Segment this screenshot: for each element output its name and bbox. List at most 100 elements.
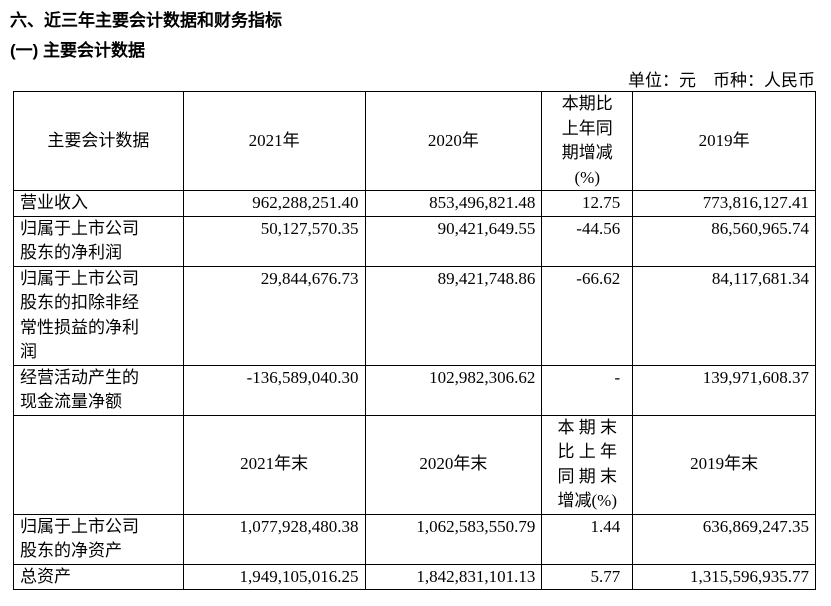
table-row: 2021年末 2020年末 本 期 末比 上 年同 期 末增减(%) 2019年末: [13, 414, 816, 515]
table-cell: 1.44: [541, 513, 634, 565]
cell-text: 现金流量净额: [20, 392, 122, 411]
cell-text: 29,844,676.73: [260, 268, 359, 288]
table-cell: 2019年: [632, 91, 816, 191]
cell-text: 归属于上市公司: [20, 516, 139, 536]
cell-text: 1,077,928,480.38: [239, 516, 359, 536]
table-cell: 5.77: [541, 563, 634, 590]
table-cell: -136,589,040.30: [182, 364, 366, 416]
table-cell: 归属于上市公司 股东的扣除非经 常性损益的净利润: [13, 265, 184, 366]
cell-text: 2019年末: [690, 454, 759, 474]
cell-text: 上年同: [561, 118, 613, 138]
cell-text: 经营活动产生的: [20, 367, 139, 387]
table-cell: 本 期 末比 上 年同 期 末增减(%): [541, 414, 634, 515]
table-cell: 主要会计数据: [13, 91, 184, 191]
table-cell: 1,949,105,016.25: [182, 563, 366, 590]
table-cell: 50,127,570.35: [182, 215, 366, 267]
table-cell: 本期比上年同期增减 (%): [541, 91, 634, 191]
table-cell: 总资产: [13, 563, 184, 590]
table-cell: 102,982,306.62: [364, 364, 543, 416]
cell-text: 1,842,831,101.13: [416, 566, 536, 586]
table-cell: 2021年: [182, 91, 366, 191]
cell-text: 比 上 年: [557, 442, 618, 461]
table-row: 主要会计数据 2021年 2020年 本期比上年同期增减 (%) 2019年: [13, 91, 816, 191]
cell-text: 636,869,247.35: [702, 516, 809, 536]
table-row: 归属于上市公司 股东的净利润 50,127,570.35 90,421,649.55 -…: [13, 215, 816, 267]
cell-text: 2021年: [248, 130, 300, 150]
unit-note: 单位：元 币种：人民币: [628, 71, 815, 90]
cell-text: 股东的净资产: [20, 541, 122, 560]
cell-text: 主要会计数据: [47, 130, 150, 150]
table-cell: 12.75: [541, 190, 634, 217]
cell-text: 50,127,570.35: [260, 218, 359, 238]
cell-text: 营业收入: [20, 193, 88, 212]
table-cell: 1,077,928,480.38: [182, 513, 366, 565]
data-table: 主要会计数据 2021年 2020年 本期比上年同期增减 (%) 2019年营业收入 962…: [13, 91, 816, 590]
cell-text: 853,496,821.48: [429, 193, 536, 212]
table-cell: 139,971,608.37: [632, 364, 816, 416]
cell-text: 773,816,127.41: [702, 193, 809, 212]
cell-text: 股东的净利润: [20, 243, 122, 262]
cell-text: 本期比: [561, 94, 613, 113]
table-cell: 84,117,681.34: [632, 265, 816, 366]
table-cell: -44.56: [541, 215, 634, 267]
table-cell: 853,496,821.48: [364, 190, 543, 217]
table-cell: 89,421,748.86: [364, 265, 543, 366]
table-row: 营业收入 962,288,251.40 853,496,821.48 12.75 773…: [13, 190, 816, 217]
table-cell: 1,842,831,101.13: [364, 563, 543, 590]
table-row: 经营活动产生的 现金流量净额 -136,589,040.30 102,982,306.…: [13, 364, 816, 416]
cell-text: 归属于上市公司: [20, 268, 139, 288]
cell-text: 2021年末: [240, 454, 309, 474]
cell-text: 增减(%): [557, 491, 617, 510]
table-cell: -66.62: [541, 265, 634, 366]
cell-text: 本 期 末: [557, 417, 618, 437]
cell-text: 962,288,251.40: [252, 193, 359, 212]
cell-text: 2019年: [698, 130, 750, 150]
subsection-title: (一) 主要会计数据: [10, 41, 146, 60]
cell-text: 归属于上市公司: [20, 218, 139, 238]
cell-text: 89,421,748.86: [437, 268, 536, 288]
cell-text: 同 期 末: [557, 466, 618, 486]
cell-text: 12.75: [581, 193, 621, 212]
cell-text: 1.44: [590, 516, 621, 536]
table-cell: 1,062,583,550.79: [364, 513, 543, 565]
table-cell: -: [541, 364, 634, 416]
cell-text: 润: [20, 342, 37, 361]
table-row: 归属于上市公司 股东的净资产 1,077,928,480.38 1,062,583,5…: [13, 513, 816, 565]
cell-text: 1,949,105,016.25: [239, 566, 359, 586]
section-title: 六、近三年主要会计数据和财务指标: [10, 11, 282, 30]
table-cell: 营业收入: [13, 190, 184, 217]
table-cell: 经营活动产生的 现金流量净额: [13, 364, 184, 416]
table-cell: 86,560,965.74: [632, 215, 816, 267]
table-cell: 90,421,649.55: [364, 215, 543, 267]
cell-text: 总资产: [20, 566, 71, 586]
cell-text: 2020年: [427, 130, 479, 150]
cell-text: 股东的扣除非经: [20, 293, 139, 312]
cell-text: 139,971,608.37: [702, 367, 809, 387]
table-cell: [13, 414, 184, 515]
cell-text: -44.56: [576, 218, 621, 238]
table-cell: 773,816,127.41: [632, 190, 816, 217]
cell-text: 84,117,681.34: [711, 268, 809, 288]
cell-text: 期增减: [561, 143, 613, 162]
cell-text: -66.62: [576, 268, 621, 288]
cell-text: 1,315,596,935.77: [690, 566, 809, 586]
cell-text: -: [614, 367, 621, 387]
table-cell: 2021年末: [182, 414, 366, 515]
table-cell: 2020年末: [364, 414, 543, 515]
table-cell: 29,844,676.73: [182, 265, 366, 366]
table-row: 归属于上市公司 股东的扣除非经 常性损益的净利润 29,844,676.73 89,42…: [13, 265, 816, 366]
cell-text: 2020年末: [419, 454, 488, 474]
cell-text: 102,982,306.62: [429, 367, 536, 387]
table-cell: 1,315,596,935.77: [632, 563, 816, 590]
cell-text: 常性损益的净利: [20, 317, 139, 337]
table-cell: 归属于上市公司 股东的净利润: [13, 215, 184, 267]
table-cell: 636,869,247.35: [632, 513, 816, 565]
cell-text: 5.77: [590, 566, 621, 586]
cell-text: (%): [574, 167, 600, 187]
table-cell: 2020年: [364, 91, 543, 191]
table-cell: 归属于上市公司 股东的净资产: [13, 513, 184, 565]
cell-text: 90,421,649.55: [437, 218, 536, 238]
table-cell: 962,288,251.40: [182, 190, 366, 217]
table-row: 总资产 1,949,105,016.25 1,842,831,101.13 5.77 1…: [13, 563, 816, 590]
